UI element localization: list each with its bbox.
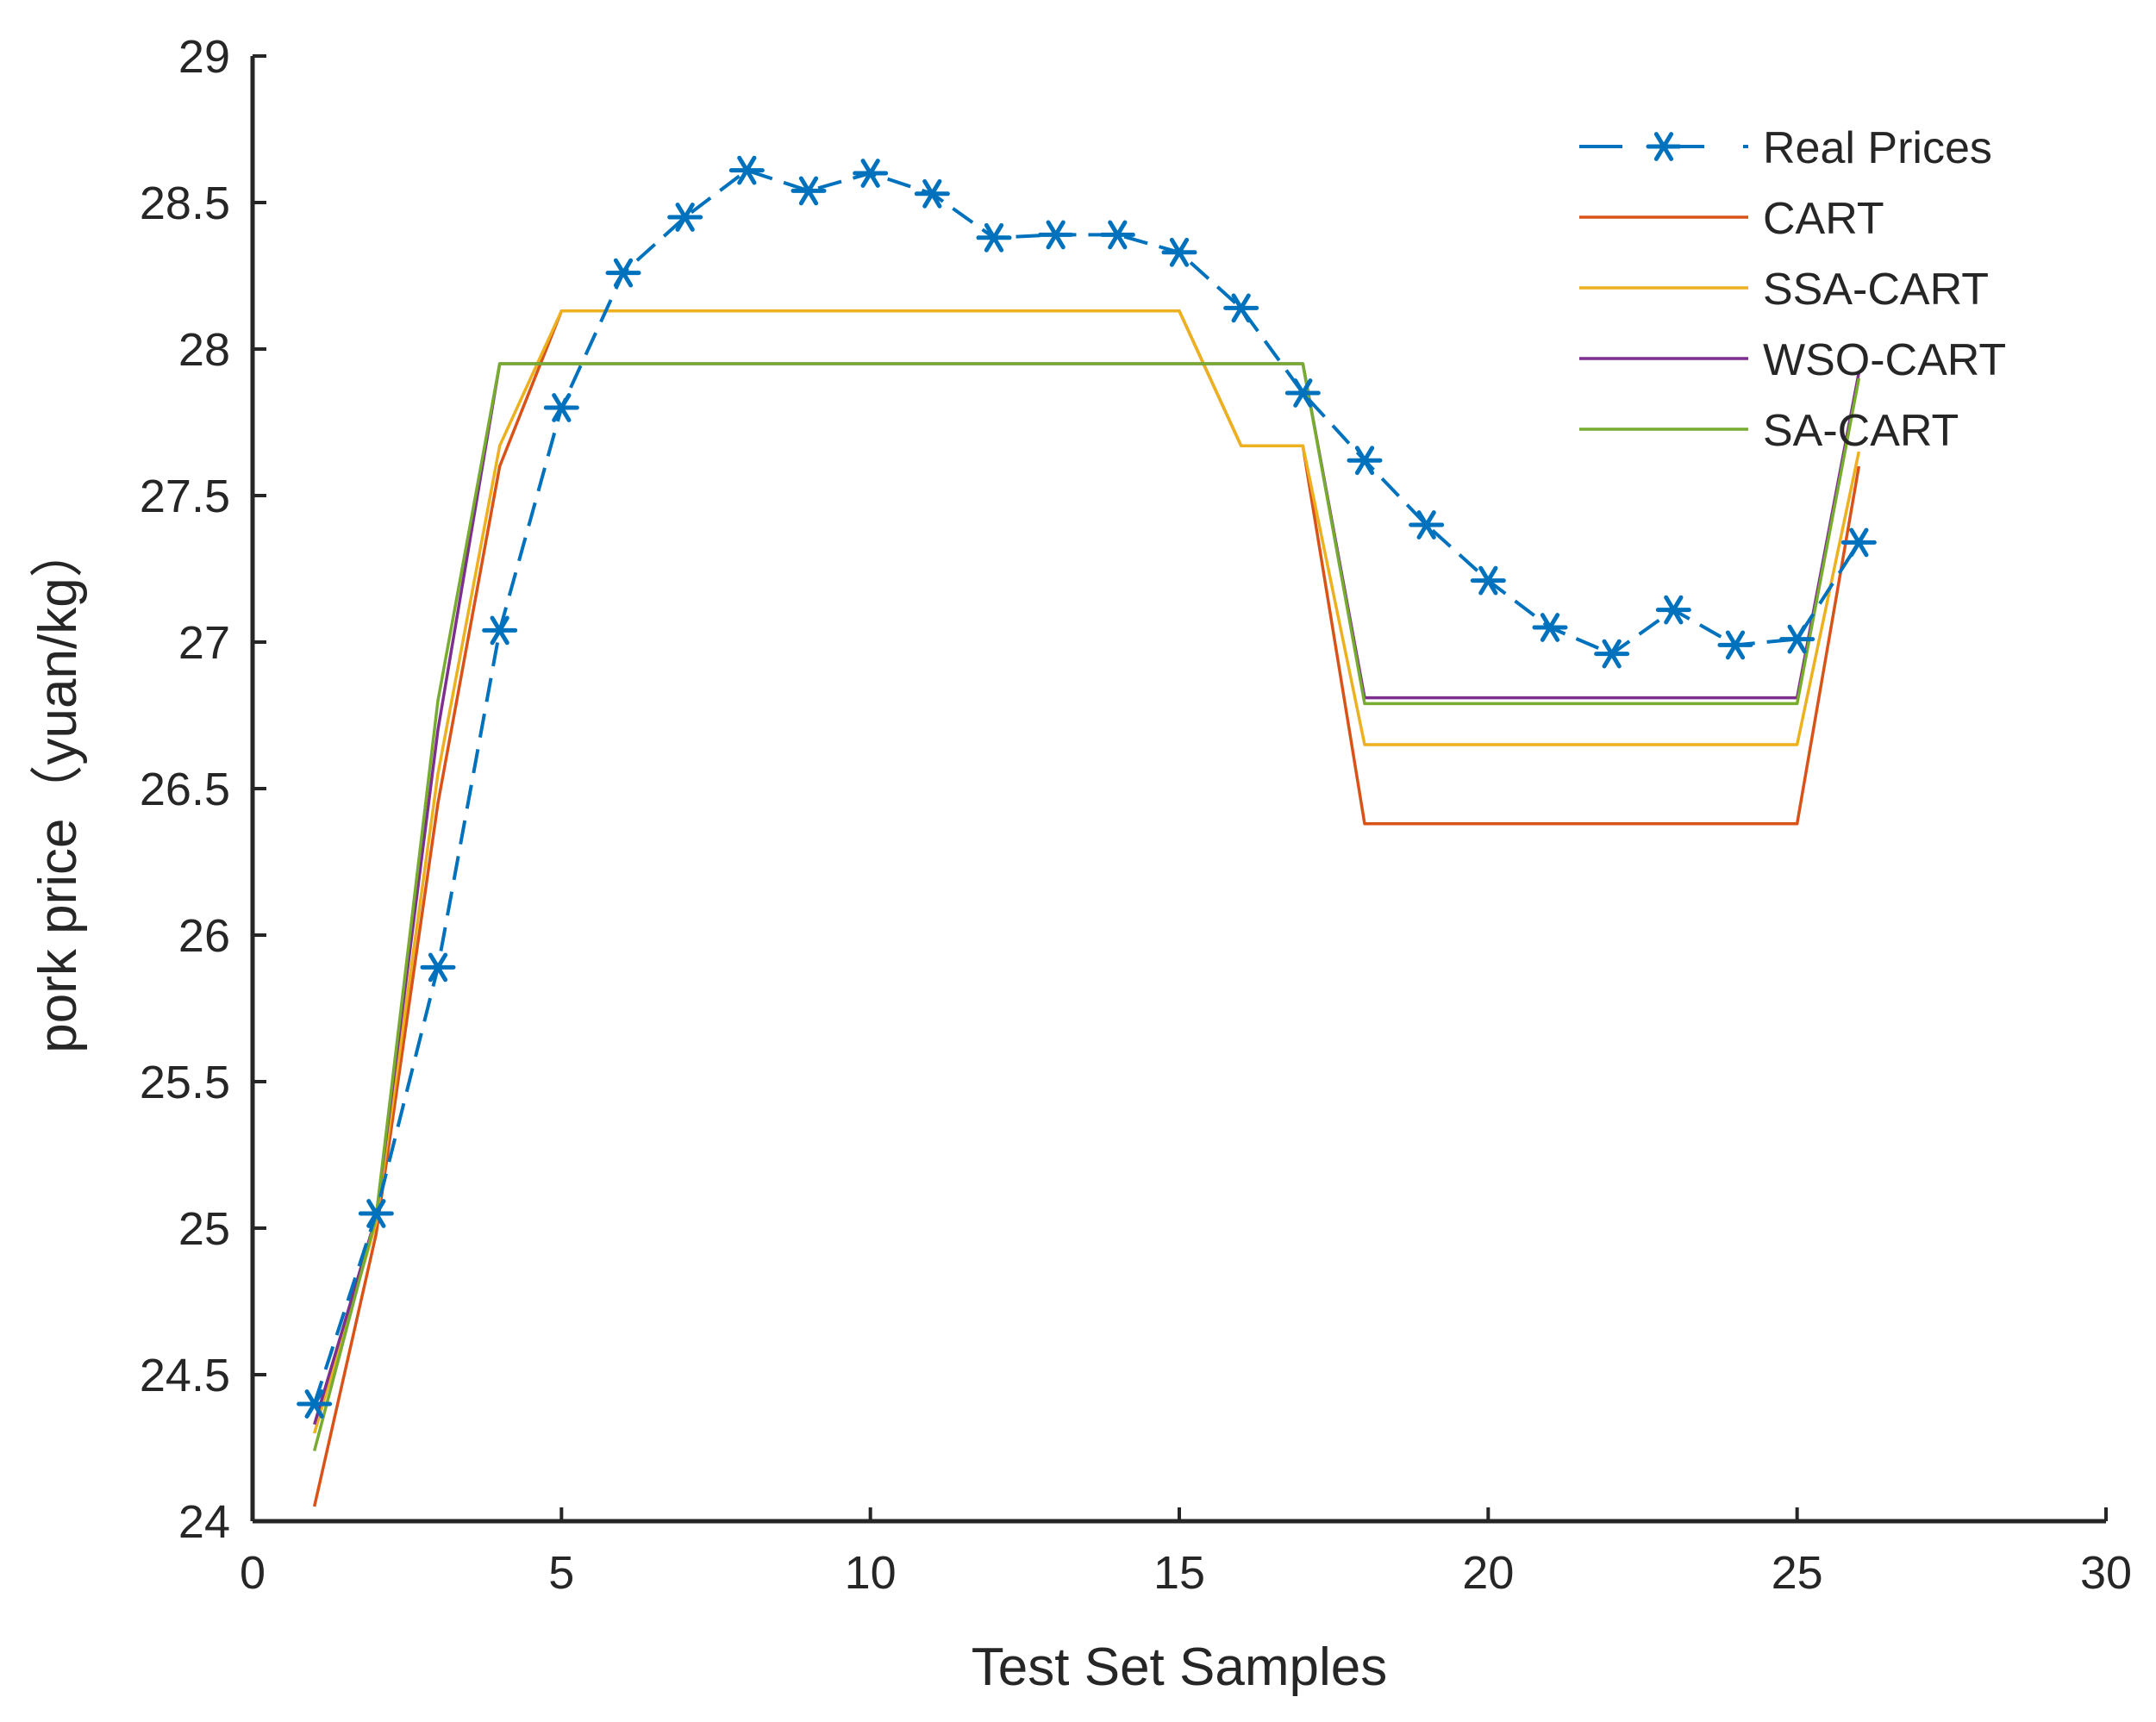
y-tick-label: 26: [178, 910, 230, 962]
series-line-sa-cart: [312, 362, 1861, 1451]
data-point: [914, 178, 950, 209]
y-tick-label: 24.5: [140, 1350, 230, 1401]
data-point: [1038, 220, 1074, 250]
legend-item-cart: CART: [1579, 194, 1884, 244]
data-point: [1655, 595, 1691, 625]
series-layer: [297, 155, 1877, 1507]
y-tick-label: 26.5: [140, 764, 230, 815]
legend-item-sa-cart: SA-CART: [1579, 406, 1959, 456]
legend-item-real-prices: Real Prices: [1579, 123, 1992, 173]
data-point: [853, 159, 889, 188]
y-tick-label: 28: [178, 324, 230, 376]
legend-label: SSA-CART: [1763, 265, 1989, 315]
legend-label: CART: [1763, 194, 1884, 244]
x-tick-label: 20: [1462, 1547, 1514, 1599]
series-ssa-cart: [312, 309, 1861, 1434]
data-point: [667, 203, 703, 232]
data-point: [358, 1199, 394, 1228]
y-tick-label: 25.5: [140, 1057, 230, 1108]
data-point: [1099, 220, 1135, 250]
legend-label: Real Prices: [1763, 123, 1992, 173]
y-axis-title: pork price（yuan/kg）: [28, 524, 88, 1052]
y-tick-label: 24: [178, 1496, 230, 1548]
data-point: [1594, 639, 1630, 669]
data-point: [420, 952, 456, 983]
data-point: [791, 176, 827, 206]
x-axis-title: Test Set Samples: [972, 1638, 1387, 1697]
series-sa-cart: [312, 362, 1861, 1451]
y-tick-label: 27.5: [140, 471, 230, 522]
legend: Real Prices CART SSA-CART WSO-CART SA-CART: [1579, 123, 2006, 456]
legend-label: SA-CART: [1763, 406, 1959, 456]
data-point: [1284, 378, 1321, 408]
data-point: [976, 222, 1012, 253]
legend-label: WSO-CART: [1763, 335, 2006, 385]
x-tick-label: 30: [2080, 1547, 2132, 1599]
legend-item-wso-cart: WSO-CART: [1579, 335, 2006, 385]
data-point: [605, 258, 641, 288]
x-tick-label: 5: [548, 1547, 574, 1599]
y-tick-label: 27: [178, 617, 230, 669]
legend-item-ssa-cart: SSA-CART: [1579, 265, 1989, 315]
x-tick-label: 0: [240, 1547, 266, 1599]
axes-layer: 0 5 10 15 20 25 30 24 24.5 25 25.5 26 26.5 27 27.5 28 28…: [140, 31, 2132, 1599]
series-real-prices: [297, 155, 1877, 1419]
data-point: [1532, 613, 1568, 642]
data-point: [543, 393, 579, 422]
y-tick-label: 25: [178, 1203, 230, 1255]
data-point: [1161, 237, 1197, 267]
data-point: [728, 155, 765, 185]
data-point: [1470, 565, 1506, 596]
data-point: [1779, 624, 1815, 654]
y-tick-label: 29: [178, 31, 230, 83]
x-tick-label: 10: [845, 1547, 897, 1599]
series-line-real-prices: [312, 168, 1861, 1405]
y-tick-label: 28.5: [140, 178, 230, 229]
data-point: [482, 615, 518, 646]
legend-marker: [1646, 132, 1682, 161]
data-point: [1223, 293, 1259, 323]
data-point: [1717, 630, 1753, 660]
data-point: [1347, 446, 1383, 476]
data-point: [1840, 527, 1877, 558]
x-tick-label: 25: [1772, 1547, 1823, 1599]
x-tick-label: 15: [1153, 1547, 1205, 1599]
series-line-ssa-cart: [312, 309, 1861, 1434]
data-point: [297, 1389, 333, 1419]
data-point: [1409, 510, 1445, 540]
